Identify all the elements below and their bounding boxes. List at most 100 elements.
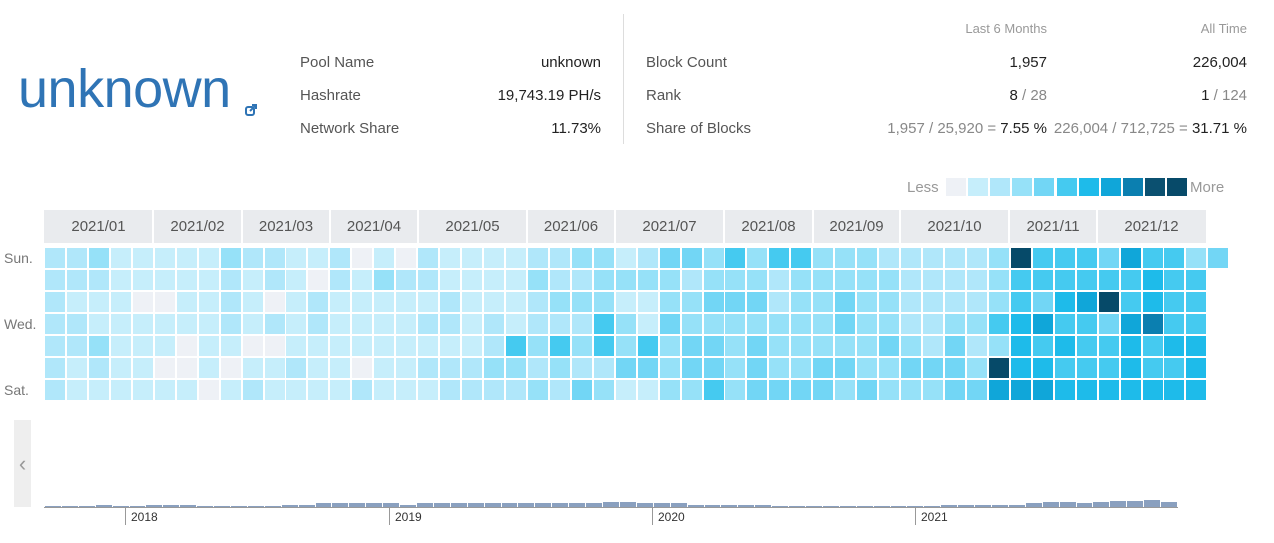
heatmap-cell[interactable] [286, 380, 306, 400]
heatmap-cell[interactable] [221, 292, 241, 312]
heatmap-cell[interactable] [769, 358, 789, 378]
heatmap-cell[interactable] [308, 314, 328, 334]
heatmap-cell[interactable] [616, 292, 636, 312]
heatmap-cell[interactable] [1099, 336, 1119, 356]
heatmap-cell[interactable] [901, 270, 921, 290]
heatmap-cell[interactable] [177, 336, 197, 356]
heatmap-cell[interactable] [1099, 314, 1119, 334]
heatmap-cell[interactable] [374, 358, 394, 378]
heatmap-cell[interactable] [1077, 270, 1097, 290]
heatmap-cell[interactable] [813, 314, 833, 334]
heatmap-cell[interactable] [682, 248, 702, 268]
heatmap-cell[interactable] [89, 248, 109, 268]
heatmap-cell[interactable] [1033, 270, 1053, 290]
heatmap-cell[interactable] [1099, 270, 1119, 290]
heatmap-cell[interactable] [67, 314, 87, 334]
heatmap-cell[interactable] [923, 380, 943, 400]
heatmap-cell[interactable] [747, 380, 767, 400]
heatmap-cell[interactable] [177, 380, 197, 400]
heatmap-cell[interactable] [616, 270, 636, 290]
heatmap-cell[interactable] [506, 292, 526, 312]
heatmap-cell[interactable] [967, 336, 987, 356]
heatmap-cell[interactable] [1143, 336, 1163, 356]
heatmap-cell[interactable] [704, 336, 724, 356]
heatmap-cell[interactable] [989, 248, 1009, 268]
heatmap-cell[interactable] [1011, 380, 1031, 400]
heatmap-cell[interactable] [484, 336, 504, 356]
heatmap-cell[interactable] [769, 248, 789, 268]
heatmap-cell[interactable] [155, 270, 175, 290]
heatmap-cell[interactable] [286, 292, 306, 312]
heatmap-cell[interactable] [462, 358, 482, 378]
heatmap-cell[interactable] [265, 380, 285, 400]
heatmap-cell[interactable] [1055, 292, 1075, 312]
heatmap-cell[interactable] [1164, 380, 1184, 400]
heatmap-cell[interactable] [901, 314, 921, 334]
heatmap-cell[interactable] [857, 292, 877, 312]
heatmap-cell[interactable] [791, 292, 811, 312]
heatmap-cell[interactable] [440, 270, 460, 290]
heatmap-cell[interactable] [835, 270, 855, 290]
heatmap-cell[interactable] [462, 314, 482, 334]
heatmap-cell[interactable] [1121, 380, 1141, 400]
heatmap-cell[interactable] [1143, 292, 1163, 312]
heatmap-cell[interactable] [1011, 248, 1031, 268]
heatmap-cell[interactable] [45, 358, 65, 378]
heatmap-cell[interactable] [352, 248, 372, 268]
heatmap-cell[interactable] [769, 336, 789, 356]
heatmap-cell[interactable] [221, 270, 241, 290]
heatmap-cell[interactable] [1121, 336, 1141, 356]
heatmap-cell[interactable] [725, 336, 745, 356]
heatmap-cell[interactable] [1186, 248, 1206, 268]
heatmap-cell[interactable] [813, 248, 833, 268]
heatmap-cell[interactable] [835, 336, 855, 356]
heatmap-cell[interactable] [221, 336, 241, 356]
heatmap-cell[interactable] [352, 314, 372, 334]
heatmap-cell[interactable] [221, 314, 241, 334]
heatmap-cell[interactable] [111, 292, 131, 312]
heatmap-cell[interactable] [177, 292, 197, 312]
heatmap-cell[interactable] [967, 270, 987, 290]
heatmap-cell[interactable] [923, 314, 943, 334]
heatmap-cell[interactable] [1011, 270, 1031, 290]
heatmap-cell[interactable] [133, 336, 153, 356]
heatmap-cell[interactable] [155, 358, 175, 378]
heatmap-cell[interactable] [352, 270, 372, 290]
heatmap-cell[interactable] [462, 380, 482, 400]
heatmap-cell[interactable] [396, 270, 416, 290]
heatmap-cell[interactable] [813, 358, 833, 378]
heatmap-cell[interactable] [1077, 358, 1097, 378]
heatmap-cell[interactable] [1143, 248, 1163, 268]
heatmap-cell[interactable] [528, 270, 548, 290]
heatmap-cell[interactable] [791, 248, 811, 268]
heatmap-cell[interactable] [791, 314, 811, 334]
heatmap-cell[interactable] [133, 248, 153, 268]
heatmap-cell[interactable] [396, 248, 416, 268]
heatmap-cell[interactable] [1077, 292, 1097, 312]
heatmap-cell[interactable] [243, 336, 263, 356]
heatmap-cell[interactable] [440, 380, 460, 400]
heatmap-cell[interactable] [528, 292, 548, 312]
heatmap-cell[interactable] [682, 314, 702, 334]
heatmap-cell[interactable] [791, 336, 811, 356]
heatmap-cell[interactable] [923, 248, 943, 268]
heatmap-cell[interactable] [660, 292, 680, 312]
heatmap-cell[interactable] [638, 292, 658, 312]
heatmap-cell[interactable] [484, 358, 504, 378]
heatmap-cell[interactable] [199, 314, 219, 334]
heatmap-cell[interactable] [550, 292, 570, 312]
heatmap-cell[interactable] [791, 380, 811, 400]
heatmap-cell[interactable] [111, 358, 131, 378]
heatmap-cell[interactable] [352, 336, 372, 356]
scroll-left-button[interactable]: ‹ [14, 420, 31, 507]
heatmap-cell[interactable] [1077, 248, 1097, 268]
heatmap-cell[interactable] [374, 336, 394, 356]
heatmap-cell[interactable] [374, 314, 394, 334]
heatmap-cell[interactable] [769, 314, 789, 334]
heatmap-cell[interactable] [1186, 358, 1206, 378]
heatmap-cell[interactable] [879, 314, 899, 334]
heatmap-cell[interactable] [265, 358, 285, 378]
heatmap-cell[interactable] [330, 292, 350, 312]
heatmap-cell[interactable] [528, 336, 548, 356]
heatmap-cell[interactable] [374, 248, 394, 268]
